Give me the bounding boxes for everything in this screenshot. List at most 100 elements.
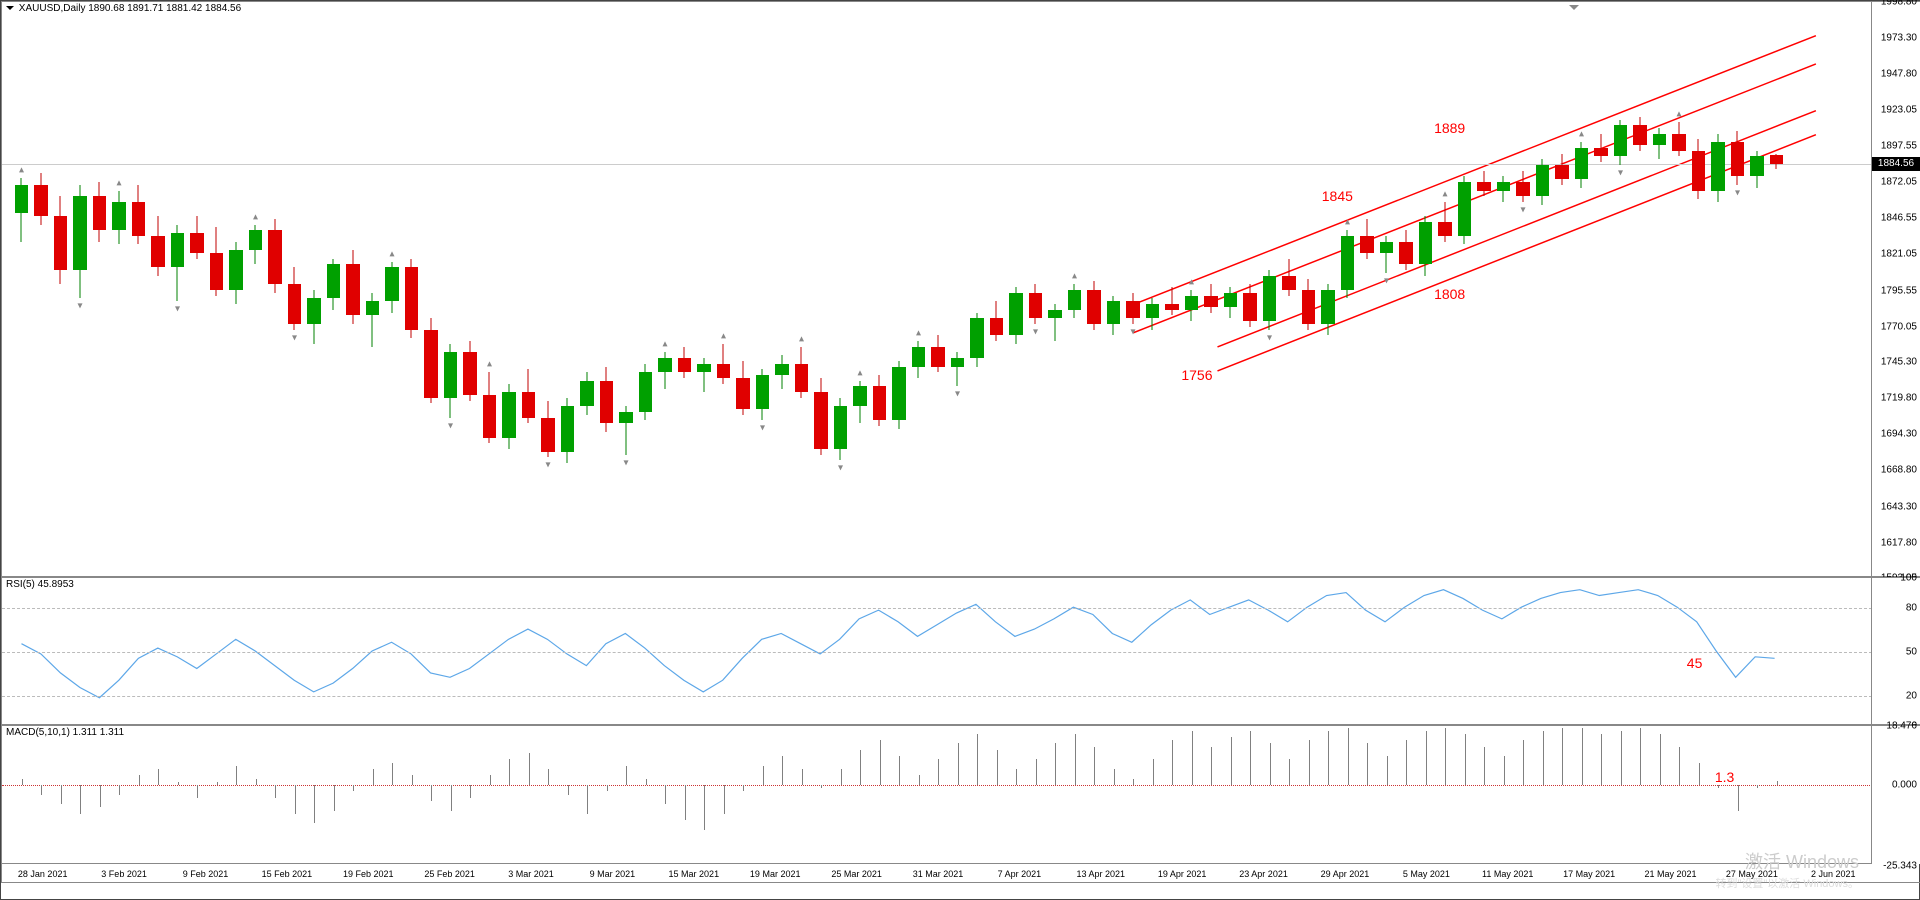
- candle: [1263, 2, 1277, 576]
- rsi-plot[interactable]: 45: [2, 578, 1872, 724]
- candle: [561, 2, 575, 576]
- price-ytick: 1617.80: [1881, 537, 1917, 548]
- x-tick: 3 Feb 2021: [101, 869, 147, 879]
- candle: [249, 2, 263, 576]
- chart-container: XAUUSD,Daily 1890.68 1891.71 1881.42 188…: [0, 0, 1920, 900]
- candle: [268, 2, 282, 576]
- macd-bar: [782, 756, 783, 785]
- candle: [1614, 2, 1628, 576]
- macd-bar: [275, 785, 276, 798]
- macd-bar: [1777, 781, 1778, 785]
- candle: [15, 2, 29, 576]
- candle: [385, 2, 399, 576]
- macd-bar: [1465, 734, 1466, 785]
- macd-bar: [1640, 728, 1641, 786]
- x-tick: 25 Mar 2021: [831, 869, 882, 879]
- macd-bar: [1504, 756, 1505, 785]
- candle: [1224, 2, 1238, 576]
- price-plot[interactable]: ▴▴▴▴▴▴▴▴▴▴▴▴▴▴▴▴▾▾▾▾▾▾▾▾▾▾▾▾▾▾▾▾18891845…: [2, 2, 1872, 576]
- price-panel[interactable]: XAUUSD,Daily 1890.68 1891.71 1881.42 188…: [1, 1, 1920, 577]
- fractal-up-icon: ▴: [1676, 109, 1681, 120]
- macd-bar: [997, 750, 998, 785]
- fractal-up-icon: ▴: [389, 248, 394, 259]
- candle: [307, 2, 321, 576]
- macd-bar: [919, 775, 920, 785]
- fractal-up-icon: ▴: [799, 333, 804, 344]
- candle: [795, 2, 809, 576]
- macd-bar: [392, 763, 393, 785]
- candle: [1497, 2, 1511, 576]
- price-ytick: 1745.30: [1881, 356, 1917, 367]
- candle: [1711, 2, 1725, 576]
- candle: [463, 2, 477, 576]
- x-tick: 13 Apr 2021: [1077, 869, 1126, 879]
- macd-bar: [1192, 731, 1193, 785]
- price-title-text: XAUUSD,Daily 1890.68 1891.71 1881.42 188…: [19, 3, 241, 14]
- fractal-up-icon: ▴: [116, 177, 121, 188]
- macd-bar: [1348, 728, 1349, 786]
- macd-bar: [158, 769, 159, 785]
- macd-bar: [1289, 759, 1290, 785]
- candle: [717, 2, 731, 576]
- macd-bar: [236, 766, 237, 785]
- candle: [1165, 2, 1179, 576]
- macd-bar: [314, 785, 315, 823]
- macd-bar: [704, 785, 705, 830]
- macd-bar: [197, 785, 198, 798]
- candle: [951, 2, 965, 576]
- macd-bar: [61, 785, 62, 804]
- fractal-down-icon: ▾: [838, 463, 843, 474]
- candle: [502, 2, 516, 576]
- rsi-level-line: [2, 652, 1872, 653]
- rsi-annotation: 45: [1687, 655, 1703, 671]
- macd-bar: [1757, 785, 1758, 788]
- macd-panel[interactable]: MACD(5,10,1) 1.311 1.311 1.3 18.4760.000…: [1, 725, 1920, 883]
- macd-bar: [802, 769, 803, 785]
- macd-bar: [1153, 759, 1154, 785]
- macd-bar: [899, 756, 900, 785]
- candle: [873, 2, 887, 576]
- macd-bar: [977, 734, 978, 785]
- macd-bar: [1172, 740, 1173, 785]
- macd-bar: [1055, 743, 1056, 785]
- fractal-down-icon: ▾: [760, 423, 765, 434]
- macd-bar: [1699, 763, 1700, 785]
- macd-bar: [1270, 743, 1271, 785]
- macd-bar: [1543, 731, 1544, 785]
- macd-title: MACD(5,10,1) 1.311 1.311: [6, 727, 124, 738]
- fractal-down-icon: ▾: [1735, 187, 1740, 198]
- candle: [1633, 2, 1647, 576]
- candle: [639, 2, 653, 576]
- macd-bar: [256, 779, 257, 785]
- macd-bar: [587, 785, 588, 814]
- fractal-down-icon: ▾: [292, 332, 297, 343]
- price-title: XAUUSD,Daily 1890.68 1891.71 1881.42 188…: [6, 3, 241, 14]
- fractal-down-icon: ▾: [448, 420, 453, 431]
- macd-bar: [1660, 734, 1661, 785]
- macd-bar: [626, 766, 627, 785]
- fractal-down-icon: ▾: [1618, 167, 1623, 178]
- x-tick: 7 Apr 2021: [998, 869, 1042, 879]
- candle: [483, 2, 497, 576]
- price-yaxis: 1998.801973.301947.801923.051897.551872.…: [1871, 2, 1920, 576]
- price-ytick: 1923.05: [1881, 104, 1917, 115]
- candle: [1536, 2, 1550, 576]
- candle: [210, 2, 224, 576]
- macd-bar: [1601, 734, 1602, 785]
- candle: [834, 2, 848, 576]
- candle: [190, 2, 204, 576]
- candle: [1653, 2, 1667, 576]
- macd-bar: [724, 785, 725, 814]
- x-tick: 15 Mar 2021: [669, 869, 720, 879]
- price-ytick: 1821.05: [1881, 249, 1917, 260]
- rsi-panel[interactable]: RSI(5) 45.8953 45 1008050200: [1, 577, 1920, 725]
- fractal-up-icon: ▴: [1442, 188, 1447, 199]
- macd-bar: [509, 759, 510, 785]
- macd-bar: [568, 785, 569, 795]
- macd-bar: [80, 785, 81, 814]
- macd-bar: [607, 785, 608, 791]
- price-annotation: 1756: [1181, 367, 1212, 383]
- macd-bar: [1582, 728, 1583, 786]
- macd-plot[interactable]: 1.3: [2, 726, 1872, 864]
- windows-watermark-sub: 转到"设置"以激活 Windows。: [1716, 875, 1860, 891]
